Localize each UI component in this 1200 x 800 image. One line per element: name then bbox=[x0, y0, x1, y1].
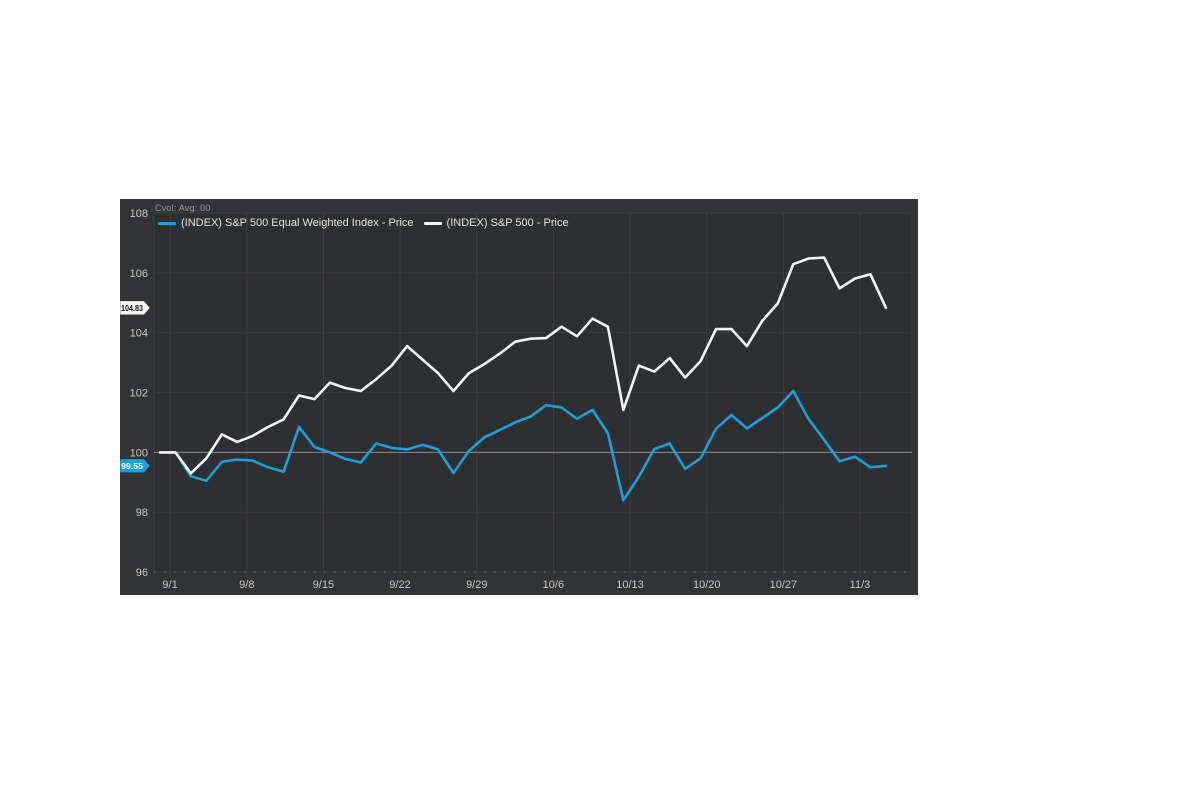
legend-item-equal-weighted[interactable]: (INDEX) S&P 500 Equal Weighted Index - P… bbox=[158, 217, 414, 229]
price-chart-svg: 96 98 100 102 104 106 108 9/1 9/8 9/15 9/22 9/29 10/… bbox=[120, 208, 913, 591]
x-axis-tick-label: 9/1 bbox=[162, 579, 177, 591]
x-axis-tick-label: 10/27 bbox=[770, 579, 798, 591]
x-axis-tick-label: 10/20 bbox=[693, 579, 721, 591]
y-axis-tick-label: 100 bbox=[130, 447, 148, 459]
stock-chart-panel: Cvol: Avg: 00 (INDEX) S&P 500 Equal Weig… bbox=[120, 199, 918, 595]
y-axis-tick-label: 104 bbox=[130, 328, 148, 340]
sp500-line-swatch bbox=[423, 221, 442, 225]
volume-indicator-label: Cvol: Avg: 00 bbox=[155, 203, 211, 213]
x-axis-tick-label: 9/29 bbox=[466, 579, 487, 591]
x-axis-tick-label: 9/22 bbox=[389, 579, 410, 591]
x-axis-tick-label: 9/15 bbox=[313, 579, 334, 591]
x-axis-tick-label: 10/6 bbox=[543, 579, 564, 591]
legend-label-sp500: (INDEX) S&P 500 - Price bbox=[446, 217, 569, 229]
x-axis-tick-label: 10/13 bbox=[616, 579, 644, 591]
equal-weighted-line-swatch bbox=[158, 221, 176, 225]
equal-weighted-price-line bbox=[158, 389, 888, 502]
x-axis-tick-label: 9/8 bbox=[239, 579, 254, 591]
y-axis-tick-label: 108 bbox=[130, 208, 148, 220]
y-axis-tick-label: 106 bbox=[130, 268, 148, 280]
sp500-last-price-value: 104.83 bbox=[121, 303, 143, 313]
chart-legend: (INDEX) S&P 500 Equal Weighted Index - P… bbox=[158, 217, 569, 229]
y-axis-tick-label: 98 bbox=[136, 507, 148, 519]
legend-item-sp500[interactable]: (INDEX) S&P 500 - Price bbox=[423, 217, 569, 229]
equal-weighted-last-price-badge bbox=[120, 458, 151, 474]
equal-weighted-last-price-value: 99.55 bbox=[121, 461, 143, 471]
y-axis-tick-label: 96 bbox=[136, 567, 148, 579]
sp500-last-price-badge bbox=[120, 300, 151, 316]
y-axis-tick-label: 102 bbox=[130, 388, 148, 400]
x-axis-tick-label: 11/3 bbox=[850, 579, 871, 591]
sp500-price-line bbox=[158, 256, 888, 475]
legend-label-equal-weighted: (INDEX) S&P 500 Equal Weighted Index - P… bbox=[181, 217, 414, 229]
